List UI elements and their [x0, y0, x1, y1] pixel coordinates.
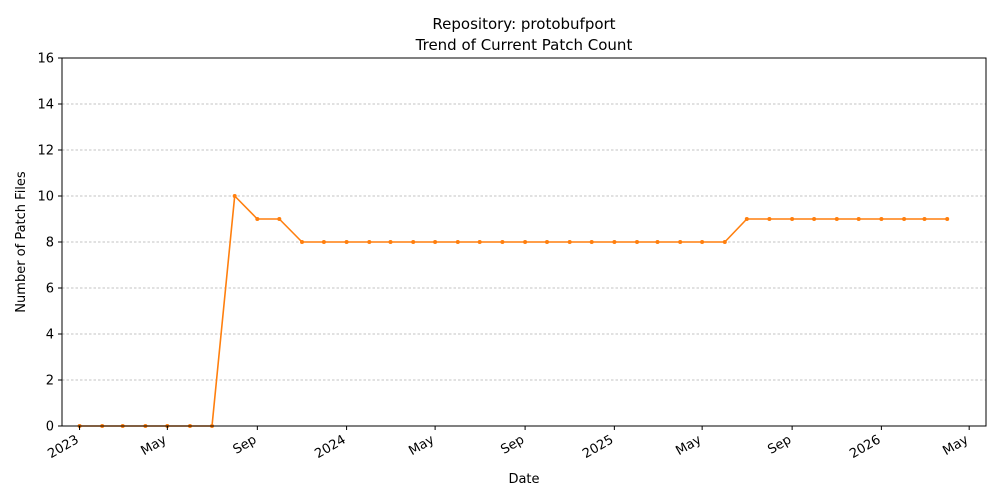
data-point — [523, 240, 528, 244]
y-axis-label: Number of Patch Files — [14, 171, 29, 313]
y-tick-label: 12 — [37, 144, 54, 159]
data-point — [790, 217, 795, 221]
data-point — [922, 217, 927, 221]
data-point — [812, 217, 817, 221]
data-point — [232, 194, 237, 198]
data-point — [477, 240, 482, 244]
data-point — [344, 240, 349, 244]
data-point — [856, 217, 861, 221]
chart-subtitle: Trend of Current Patch Count — [415, 36, 633, 54]
data-point — [433, 240, 438, 244]
data-point — [300, 240, 304, 244]
data-point — [411, 240, 416, 244]
data-point — [945, 217, 950, 221]
data-point — [321, 240, 326, 244]
data-point — [678, 240, 683, 244]
x-axis-label: Date — [508, 472, 539, 487]
series-line — [79, 195, 948, 427]
chart-title: Repository: protobufport — [432, 15, 615, 33]
data-point — [722, 240, 727, 244]
data-point — [767, 217, 772, 221]
data-point — [902, 217, 907, 221]
y-tick-label: 0 — [46, 420, 54, 435]
y-tick-label: 16 — [37, 52, 54, 67]
y-tick-label: 8 — [46, 236, 54, 251]
y-tick-label: 10 — [37, 190, 54, 205]
data-point — [879, 217, 884, 221]
data-point — [589, 240, 594, 244]
grid-lines — [62, 103, 986, 381]
data-point — [277, 217, 282, 221]
data-point — [635, 240, 639, 244]
y-axis: 0 2 4 6 8 10 12 14 16 — [37, 52, 62, 435]
data-point — [388, 240, 393, 244]
data-point — [834, 217, 839, 221]
data-point — [700, 240, 705, 244]
data-point — [744, 217, 749, 221]
y-tick-label: 4 — [46, 328, 54, 343]
y-tick-label: 14 — [37, 98, 54, 113]
y-tick-label: 2 — [46, 374, 54, 389]
data-point — [545, 240, 549, 244]
data-point — [255, 217, 260, 221]
data-point — [655, 240, 660, 244]
data-point — [612, 240, 617, 244]
data-point — [455, 240, 460, 244]
y-tick-label: 6 — [46, 282, 54, 297]
data-point — [500, 240, 505, 244]
data-point — [367, 240, 372, 244]
data-point — [567, 240, 572, 244]
